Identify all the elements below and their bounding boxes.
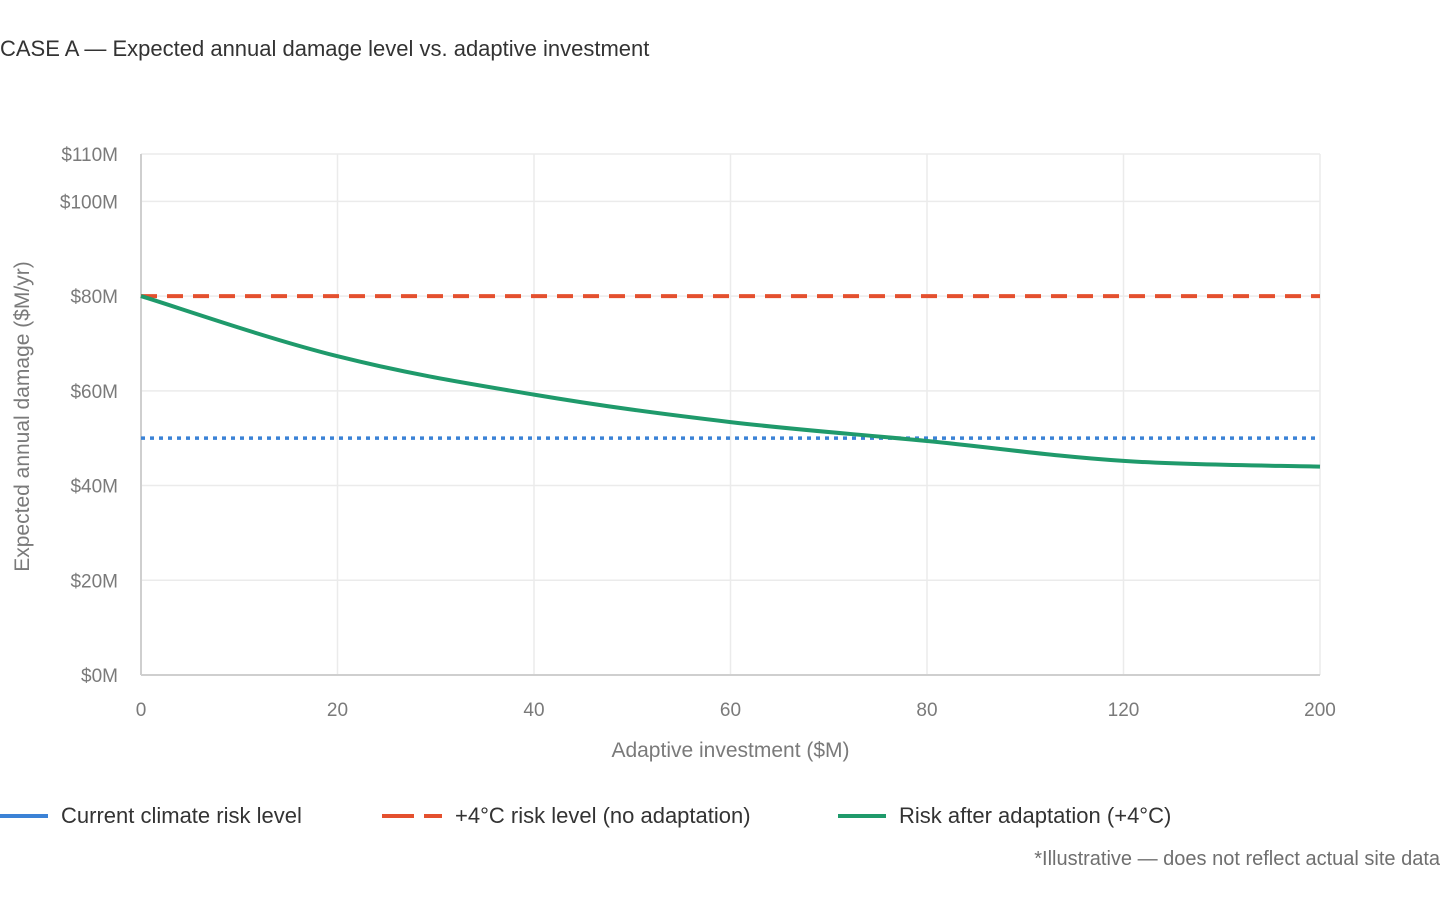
y-axis-title: Expected annual damage ($M/yr) xyxy=(11,261,34,572)
x-tick-label: 0 xyxy=(136,700,147,721)
x-tick-label: 200 xyxy=(1304,700,1336,721)
legend-swatch-red-dashed xyxy=(382,814,442,818)
y-tick-label: $40M xyxy=(70,477,118,498)
x-tick-label: 60 xyxy=(720,700,741,721)
x-axis-title: Adaptive investment ($M) xyxy=(611,739,849,762)
y-tick-label: $60M xyxy=(70,382,118,403)
series-line-risk-after-adaptation-4-c xyxy=(140,294,1321,469)
x-tick-label: 120 xyxy=(1108,700,1140,721)
y-tick-label: $20M xyxy=(70,571,118,592)
legend-label: Risk after adaptation (+4°C) xyxy=(899,803,1172,828)
footnote: *Illustrative — does not reflect actual … xyxy=(1034,848,1440,870)
legend-item-current-climate[interactable]: Current climate risk level xyxy=(0,800,302,832)
tick-labels: $0M $20M $40M $60M $80M $100M $110M 0 20 40 60 80 12… xyxy=(60,145,1336,721)
legend-item-plus4-no-adaptation[interactable]: +4°C risk level (no adaptation) xyxy=(382,800,751,832)
line-chart: $0M $20M $40M $60M $80M $100M $110M 0 20 40 60 80 12… xyxy=(11,145,1336,762)
legend-item-after-adaptation[interactable]: Risk after adaptation (+4°C) xyxy=(838,800,1171,832)
y-tick-label: $80M xyxy=(70,287,118,308)
series-lines xyxy=(140,294,1321,469)
x-tick-label: 40 xyxy=(523,700,544,721)
legend-label: Current climate risk level xyxy=(61,803,302,828)
y-tick-label: $100M xyxy=(60,192,118,213)
chart-title: CASE A — Expected annual damage level vs… xyxy=(0,36,650,61)
y-tick-label: $110M xyxy=(61,145,118,166)
grid xyxy=(140,153,1321,676)
legend-swatch-green xyxy=(838,814,886,818)
legend-label: +4°C risk level (no adaptation) xyxy=(455,803,751,828)
x-tick-label: 20 xyxy=(327,700,348,721)
x-tick-label: 80 xyxy=(916,700,937,721)
y-tick-label: $0M xyxy=(81,666,118,687)
legend: Current climate risk level +4°C risk lev… xyxy=(0,800,1440,832)
legend-swatch-blue xyxy=(0,814,48,818)
axes xyxy=(140,154,1320,676)
